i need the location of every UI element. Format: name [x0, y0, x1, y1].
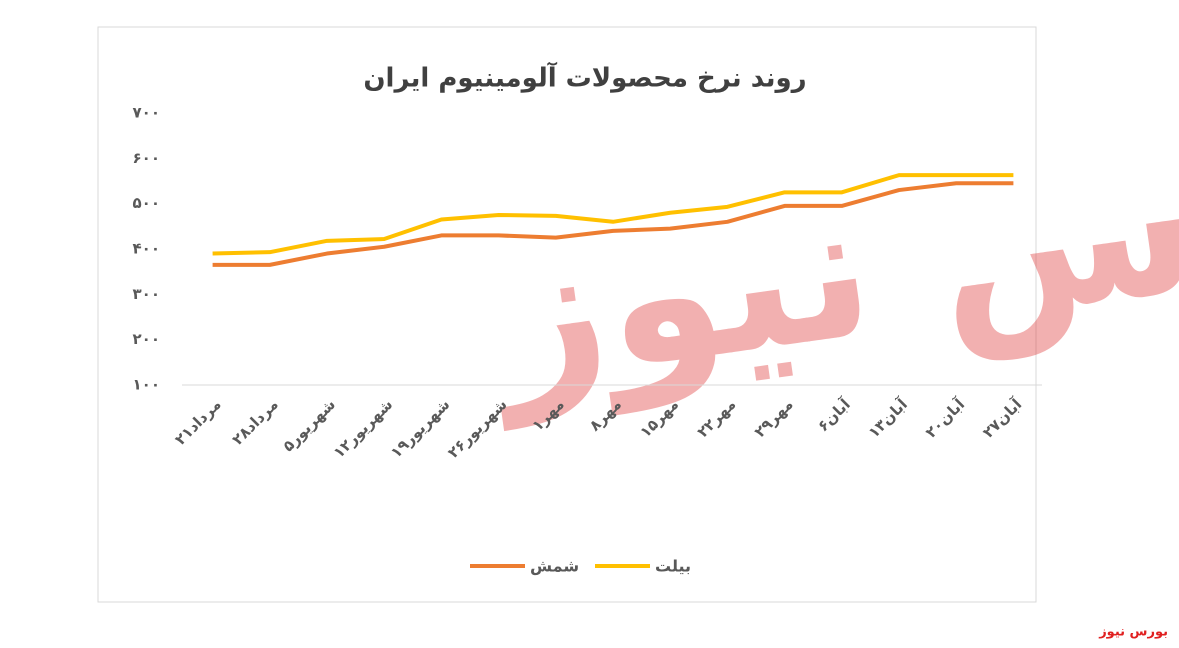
- y-tick-label: ۵۰۰: [133, 194, 160, 212]
- y-tick-label: ۳۰۰: [133, 285, 160, 303]
- y-tick-label: ۶۰۰: [133, 149, 160, 167]
- series-line: [212, 173, 1014, 256]
- footer-brand: بورس نیوز: [1098, 625, 1168, 640]
- y-tick-label: ۴۰۰: [133, 240, 160, 258]
- chart-frame: [97, 26, 1037, 603]
- y-tick-label: ۲۰۰: [133, 330, 160, 348]
- legend-label: بیلت: [655, 557, 691, 576]
- y-tick-label: ۱۰۰: [133, 376, 160, 394]
- series-line: [212, 181, 1014, 267]
- legend-label: شمش: [530, 557, 579, 576]
- chart-title: روند نرخ محصولات آلومینیوم ایران: [363, 62, 806, 94]
- y-tick-label: ۷۰۰: [133, 104, 160, 122]
